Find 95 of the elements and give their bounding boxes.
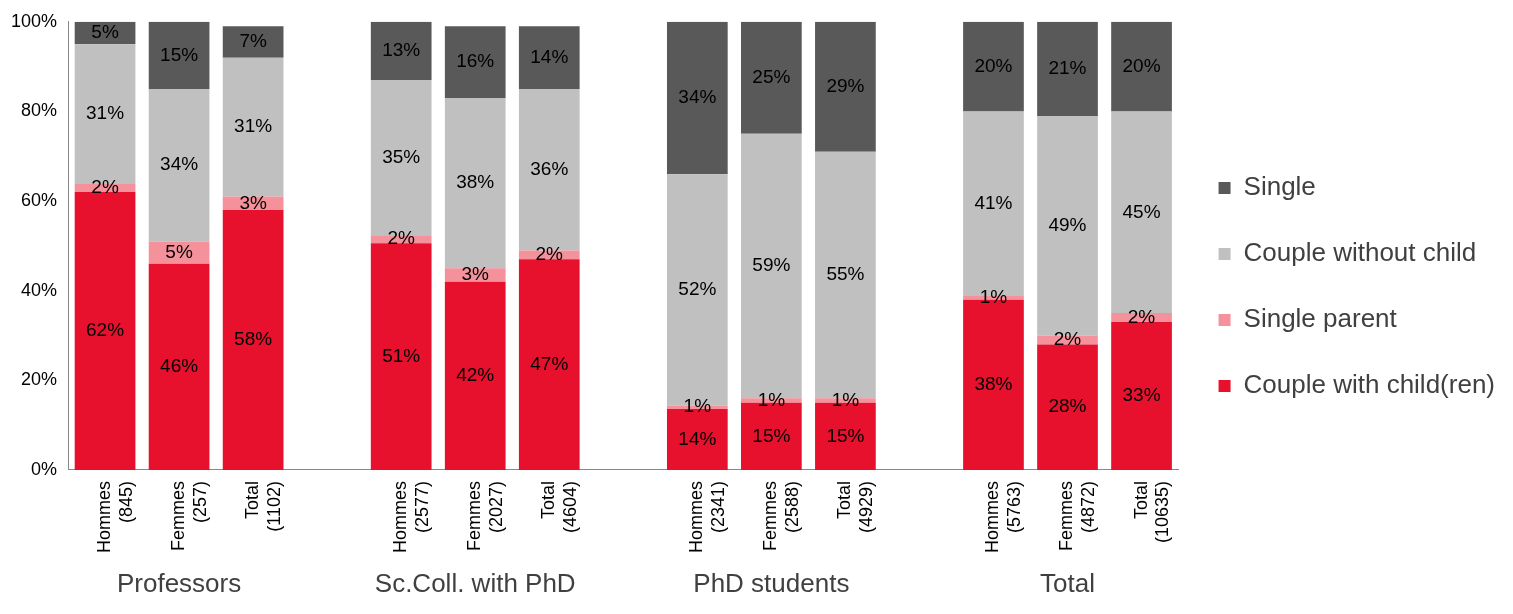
data-label: 13% xyxy=(382,39,421,61)
bar xyxy=(148,21,210,90)
x-tick-label: Femmes (2588) xyxy=(760,480,802,552)
data-label: 20% xyxy=(1122,54,1161,76)
data-label: 3% xyxy=(461,263,490,285)
data-label: 25% xyxy=(752,66,791,88)
x-tick-label: Femmes (4872) xyxy=(1056,480,1099,552)
legend-label: Single xyxy=(1243,171,1316,202)
bar xyxy=(444,26,506,98)
bar xyxy=(741,21,802,134)
data-label: 29% xyxy=(826,75,865,97)
bar xyxy=(1037,21,1098,116)
data-label: 47% xyxy=(530,352,569,374)
data-label: 1% xyxy=(979,285,1008,307)
x-tick-label: Total (4604) xyxy=(538,480,580,534)
bar xyxy=(1111,21,1172,112)
data-label: 52% xyxy=(678,278,717,300)
bar xyxy=(148,263,210,470)
bar xyxy=(1111,322,1172,470)
data-label: 5% xyxy=(91,21,119,43)
data-label: 21% xyxy=(1048,57,1087,79)
data-label: 58% xyxy=(234,328,273,350)
data-label: 2% xyxy=(387,227,416,249)
bar xyxy=(222,57,284,197)
data-label: 14% xyxy=(530,45,569,67)
data-label: 20% xyxy=(974,54,1013,76)
data-label: 31% xyxy=(86,101,125,123)
bar xyxy=(148,89,210,242)
bar xyxy=(222,26,284,58)
data-label: 46% xyxy=(160,355,199,377)
data-label: 38% xyxy=(456,171,495,193)
data-label: 15% xyxy=(826,424,865,446)
data-label: 38% xyxy=(974,373,1013,395)
bar xyxy=(370,21,432,81)
bar xyxy=(1037,344,1098,470)
data-label: 34% xyxy=(678,86,717,108)
text: Professors xyxy=(116,568,242,599)
text: Total xyxy=(1040,568,1095,599)
x-tick-label: Hommes (2577) xyxy=(390,480,432,554)
bar xyxy=(222,210,284,470)
text: Sc.Coll. with PhD xyxy=(374,568,576,599)
data-label: 7% xyxy=(239,30,267,52)
data-label: 41% xyxy=(974,191,1013,213)
x-tick-label: Femmes (2027) xyxy=(464,480,506,552)
bar xyxy=(370,243,432,470)
data-label: 28% xyxy=(1048,395,1087,417)
x-tick-label: Total (10635) xyxy=(1130,480,1173,544)
legend-label: Single parent xyxy=(1243,303,1398,334)
data-label: 1% xyxy=(831,388,860,410)
data-label: 59% xyxy=(752,254,791,276)
y-tick-label: 0% xyxy=(31,458,58,479)
bar xyxy=(815,21,876,152)
data-label: 34% xyxy=(160,153,199,175)
data-label: 33% xyxy=(1122,384,1161,406)
data-label: 31% xyxy=(234,115,273,137)
data-label: 49% xyxy=(1048,213,1087,235)
bar xyxy=(518,26,580,90)
data-label: 3% xyxy=(239,191,267,213)
data-label: 35% xyxy=(382,145,421,167)
x-tick-label: Total (1102) xyxy=(242,480,284,532)
data-label: 62% xyxy=(86,319,125,341)
x-tick-label: Hommes (2341) xyxy=(686,480,728,554)
y-tick-label: 40% xyxy=(21,279,58,300)
x-tick-label: Total (4929) xyxy=(834,480,876,534)
data-label: 2% xyxy=(1127,305,1156,327)
bar xyxy=(518,259,580,470)
data-label: 5% xyxy=(165,240,193,262)
data-label: 15% xyxy=(160,43,199,65)
y-tick-label: 20% xyxy=(21,369,58,390)
data-label: 1% xyxy=(757,388,786,410)
data-label: 2% xyxy=(535,243,564,265)
data-label: 36% xyxy=(530,157,569,179)
data-label: 51% xyxy=(382,344,421,366)
legend-label: Couple with child(ren) xyxy=(1243,369,1496,400)
data-label: 42% xyxy=(456,364,495,386)
y-tick-label: 60% xyxy=(21,190,58,211)
data-label: 14% xyxy=(678,427,717,449)
bar xyxy=(666,21,728,175)
data-label: 15% xyxy=(752,424,791,446)
data-label: 55% xyxy=(826,263,865,285)
x-tick-label: Hommes (845) xyxy=(94,480,136,554)
x-tick-label: Hommes (5763) xyxy=(982,480,1025,554)
data-label: 45% xyxy=(1122,200,1161,222)
bar xyxy=(444,281,506,470)
bar xyxy=(74,192,136,470)
y-tick-label: 80% xyxy=(21,100,58,121)
data-label: 16% xyxy=(456,50,495,72)
data-label: 2% xyxy=(91,175,119,197)
text: PhD students xyxy=(693,568,850,599)
bar xyxy=(444,97,506,269)
x-tick-label: Femmes (257) xyxy=(168,480,210,552)
y-tick-label: 100% xyxy=(10,10,58,31)
data-label: 2% xyxy=(1053,328,1082,350)
bar xyxy=(963,21,1024,112)
legend-label: Couple without child xyxy=(1243,237,1477,268)
